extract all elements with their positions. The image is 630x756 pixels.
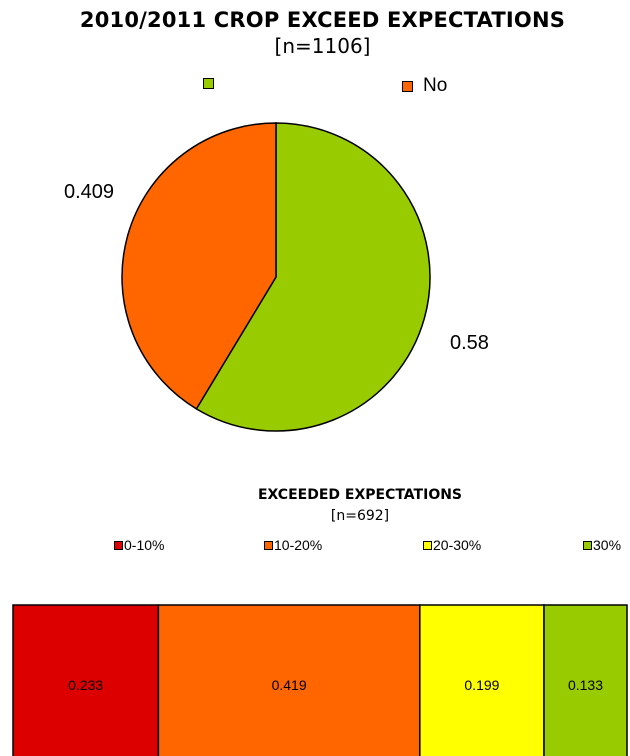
legend-label: No: [423, 75, 448, 96]
bar-legend-item-10-20: 10-20%: [264, 537, 322, 553]
pie-chart: 0.58 0.409: [64, 122, 489, 432]
legend-label: 30%: [593, 537, 622, 553]
legend-swatch: [402, 80, 413, 92]
bar-segment: [157, 604, 421, 756]
bar-data-label: 0.233: [68, 677, 103, 693]
bar-legend-item-20-30: 20-30%: [423, 537, 481, 553]
legend-swatch: [203, 78, 214, 89]
pie-slice: [121, 122, 277, 410]
pie-data-label: 0.409: [64, 181, 114, 203]
legend-swatch: [114, 540, 123, 550]
bar-data-label: 0.199: [464, 677, 499, 693]
pie-data-label: 0.58: [450, 332, 489, 354]
pie-legend-item-no: No: [402, 75, 447, 97]
legend-swatch: [423, 540, 432, 550]
bar-legend-item-30: 30%: [583, 537, 621, 553]
legend-label: 10-20%: [274, 537, 323, 553]
bar-chart-title: EXCEEDED EXPECTATIONS: [257, 487, 463, 503]
bar-segment: [543, 604, 628, 756]
bar-data-label: 0.133: [568, 677, 603, 693]
bar-segment: [12, 604, 160, 756]
pie-chart-subtitle: [n=1106]: [274, 34, 371, 58]
bar-legend-item-0-10: 0-10%: [114, 537, 164, 553]
legend-label: 0-10%: [124, 537, 165, 553]
pie-slice: [195, 122, 431, 432]
bar-data-label: 0.419: [272, 677, 307, 693]
bar-chart-subtitle: [n=692]: [330, 508, 390, 524]
pie-legend-item-yes: [203, 78, 224, 89]
legend-swatch: [264, 540, 273, 550]
legend-label: 20-30%: [433, 537, 482, 553]
legend-swatch: [583, 540, 592, 550]
pie-chart-title: 2010/2011 CROP EXCEED EXPECTATIONS: [79, 8, 566, 32]
